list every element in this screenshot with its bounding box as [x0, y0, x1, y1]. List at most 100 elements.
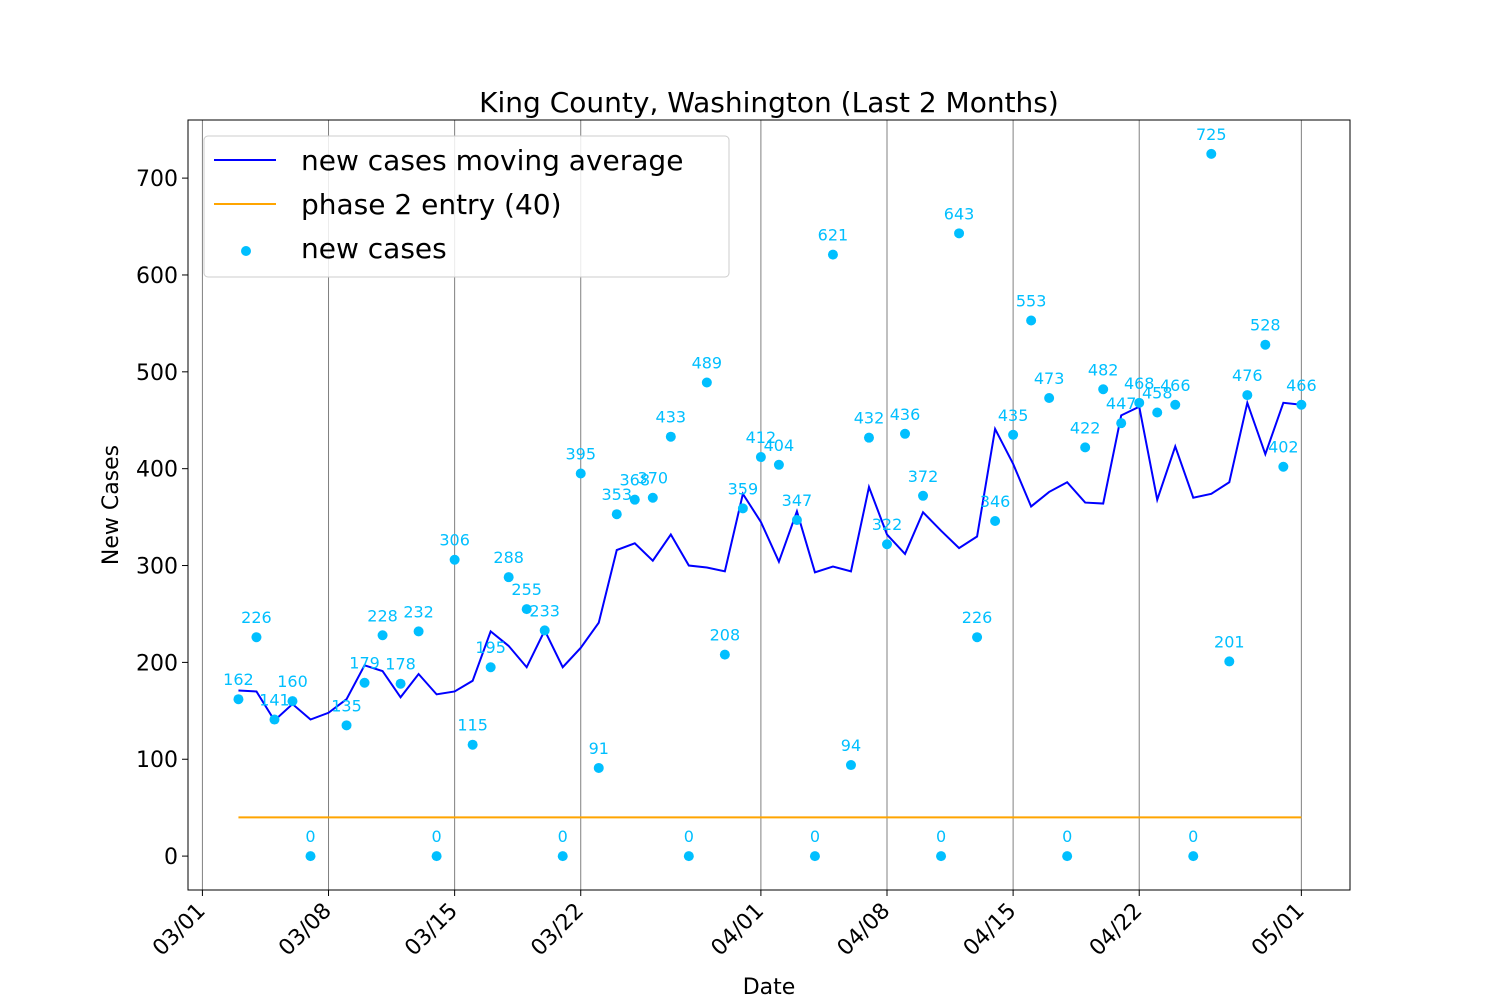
new-cases-data-label: 395: [565, 445, 596, 464]
new-cases-data-label: 0: [558, 827, 568, 846]
new-cases-data-label: 160: [277, 672, 308, 691]
new-cases-data-label: 422: [1070, 418, 1101, 437]
new-cases-point: [557, 851, 568, 862]
new-cases-point: [936, 851, 947, 862]
new-cases-point: [593, 762, 604, 773]
new-cases-data-label: 228: [367, 606, 398, 625]
new-cases-point: [233, 694, 244, 705]
new-cases-data-label: 353: [601, 485, 632, 504]
new-cases-data-label: 0: [432, 827, 442, 846]
new-cases-point: [1152, 407, 1163, 418]
new-cases-point: [701, 377, 712, 388]
y-tick-label: 500: [136, 361, 178, 386]
new-cases-point: [341, 720, 352, 731]
plot-area-frame: [187, 119, 1351, 891]
x-axis-label: Date: [743, 975, 796, 1000]
new-cases-data-label: 466: [1286, 376, 1317, 395]
legend-box: [203, 135, 730, 278]
new-cases-point: [1044, 392, 1055, 403]
new-cases-data-label: 322: [872, 515, 903, 534]
y-tick-label: 600: [136, 264, 178, 289]
x-tick-label: 03/15: [400, 899, 463, 962]
new-cases-data-label: 458: [1142, 384, 1173, 403]
new-cases-data-label: 162: [223, 670, 254, 689]
new-cases-point: [1062, 851, 1073, 862]
new-cases-data-label: 402: [1268, 438, 1299, 457]
new-cases-data-label: 226: [241, 608, 272, 627]
new-cases-point: [629, 494, 640, 505]
new-cases-point: [449, 554, 460, 565]
new-cases-data-label: 0: [1062, 827, 1072, 846]
new-cases-data-label: 553: [1016, 291, 1047, 310]
new-cases-data-label: 482: [1088, 360, 1119, 379]
new-cases-point: [809, 851, 820, 862]
new-cases-data-label: 0: [684, 827, 694, 846]
new-cases-point: [827, 249, 838, 260]
y-tick-label: 200: [136, 651, 178, 676]
new-cases-data-label: 226: [962, 608, 993, 627]
new-cases-data-label: 94: [841, 736, 861, 755]
new-cases-point: [683, 851, 694, 862]
legend-label-phase2: phase 2 entry (40): [301, 188, 562, 221]
new-cases-point: [377, 630, 388, 641]
new-cases-point: [882, 539, 893, 550]
new-cases-point: [737, 503, 748, 514]
new-cases-data-label: 412: [746, 428, 777, 447]
new-cases-data-label: 370: [638, 469, 669, 488]
new-cases-point: [1278, 461, 1289, 472]
new-cases-data-label: 643: [944, 204, 975, 223]
new-cases-point: [305, 851, 316, 862]
new-cases-data-label: 0: [810, 827, 820, 846]
x-axis-ticks: 03/01 03/08 03/15 03/22 04/01 04/08 04/15 04/22…: [148, 890, 1310, 962]
legend: new cases moving average phase 2 entry (4…: [203, 135, 730, 278]
new-cases-point: [485, 662, 496, 673]
new-cases-data-label: 435: [998, 406, 1029, 425]
legend-swatch-new-cases: [241, 246, 251, 256]
new-cases-data-label: 473: [1034, 369, 1065, 388]
new-cases-data-label: 255: [511, 580, 542, 599]
new-cases-data-label: 201: [1214, 632, 1245, 651]
new-cases-point: [845, 760, 856, 771]
new-cases-point: [359, 677, 370, 688]
new-cases-data-label: 0: [305, 827, 315, 846]
new-cases-data-label: 404: [764, 436, 795, 455]
new-cases-point: [990, 515, 1001, 526]
new-cases-data-label: 135: [331, 696, 362, 715]
new-cases-data-label: 91: [589, 739, 609, 758]
x-tick-label: 05/01: [1247, 899, 1310, 962]
new-cases-point: [1170, 399, 1181, 410]
y-axis-ticks: 0 100 200 300 400 500 600 700: [136, 167, 188, 870]
new-cases-data-label: 447: [1106, 394, 1137, 413]
new-cases-points: [233, 148, 1307, 862]
new-cases-point: [539, 625, 550, 636]
new-cases-point: [1206, 148, 1217, 159]
new-cases-point: [1260, 339, 1271, 350]
new-cases-point: [521, 604, 532, 615]
new-cases-point: [1296, 399, 1307, 410]
moving-average-line: [238, 399, 1302, 723]
new-cases-point: [1188, 851, 1199, 862]
new-cases-point: [863, 432, 874, 443]
y-tick-label: 400: [136, 458, 178, 483]
new-cases-data-label: 195: [475, 638, 506, 657]
new-cases-point: [251, 632, 262, 643]
new-cases-point: [647, 492, 658, 503]
new-cases-data-label: 489: [692, 353, 723, 372]
new-cases-data-label: 528: [1250, 316, 1281, 335]
new-cases-point: [900, 428, 911, 439]
new-cases-point: [287, 696, 298, 707]
x-tick-label: 03/08: [274, 899, 337, 962]
new-cases-point: [954, 228, 965, 239]
new-cases-data-label: 232: [403, 602, 434, 621]
new-cases-point: [1008, 429, 1019, 440]
new-cases-data-label: 347: [782, 491, 813, 510]
new-cases-point: [719, 649, 730, 660]
new-cases-data-label: 306: [439, 531, 470, 550]
x-tick-label: 04/15: [959, 899, 1022, 962]
y-axis-label: New Cases: [99, 445, 124, 565]
new-cases-point: [575, 468, 586, 479]
new-cases-data-label: 476: [1232, 366, 1263, 385]
new-cases-point: [611, 509, 622, 520]
new-cases-point: [755, 452, 766, 463]
